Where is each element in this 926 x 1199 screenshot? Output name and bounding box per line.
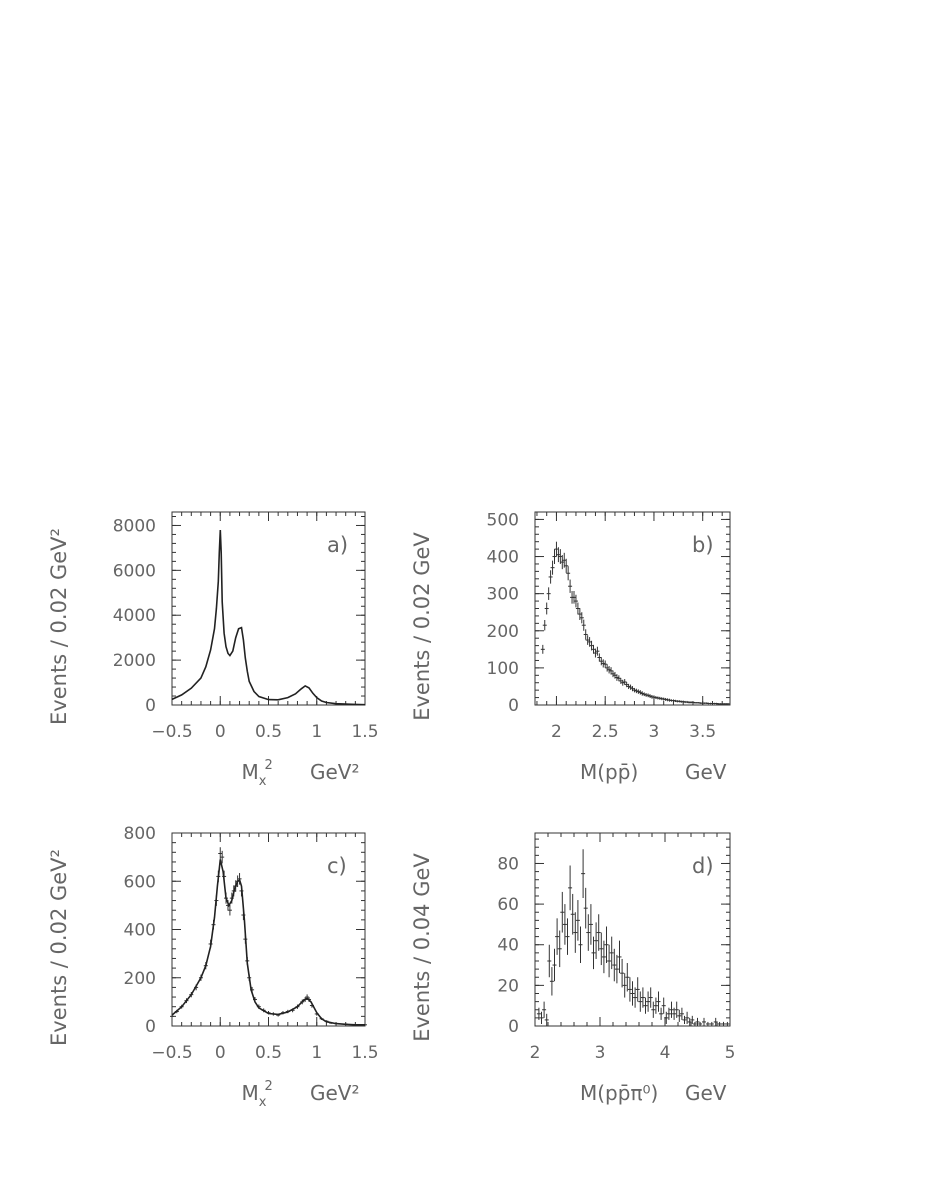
x-tick-label: 1: [311, 1043, 322, 1063]
x-tick-label: 0.5: [255, 1043, 282, 1063]
x-tick-label: −0.5: [151, 1043, 192, 1063]
plot-frame: [534, 832, 731, 1027]
panel-d: 2 3 4 5 0 20 40 60 80 Events / 0.04 GeV M(pp̄π⁰) Ge…: [410, 832, 736, 1105]
y-tick-label: 0: [508, 1017, 519, 1037]
x-axis-label: M(pp̄π⁰): [580, 1081, 658, 1105]
y-tick-label: 80: [497, 854, 519, 874]
y-tick-label: 800: [124, 824, 156, 844]
x-tick-label: 2: [551, 722, 562, 742]
y-axis-label: Events / 0.04 GeV: [410, 853, 434, 1042]
series-line: [171, 529, 366, 706]
x-axis-superscript: 2: [264, 1079, 272, 1094]
y-tick-label: 300: [487, 585, 519, 605]
x-axis-superscript: 2: [264, 758, 272, 773]
x-axis-label: Mx2: [241, 758, 272, 789]
series-line: [171, 859, 365, 1026]
y-tick-label: 0: [145, 1017, 156, 1037]
x-axis-label: M(pp̄): [580, 760, 638, 784]
y-tick-label: 200: [124, 969, 156, 989]
y-tick-label: 6000: [113, 561, 156, 581]
x-axis-subscript: x: [259, 1095, 267, 1110]
panel-a: −0.5 0 0.5 1 1.5 0 2000 4000 6000 8000 Events / 0.…: [47, 511, 379, 789]
x-axis-subscript: x: [259, 774, 267, 789]
y-tick-label: 8000: [113, 516, 156, 536]
panel-label: b): [692, 533, 714, 557]
y-axis-label: Events / 0.02 GeV²: [47, 528, 71, 725]
x-tick-label: 0: [215, 722, 226, 742]
y-tick-label: 0: [145, 696, 156, 716]
y-tick-label: 600: [124, 872, 156, 892]
panel-label: d): [692, 854, 714, 878]
x-tick-label: 2.5: [592, 722, 619, 742]
x-axis-unit: GeV²: [310, 1081, 360, 1105]
x-tick-label: 3.5: [689, 722, 716, 742]
panel-label: a): [327, 533, 348, 557]
x-tick-label: 0: [215, 1043, 226, 1063]
x-tick-label: −0.5: [151, 722, 192, 742]
x-axis-unit: GeV²: [310, 760, 360, 784]
y-tick-label: 400: [124, 921, 156, 941]
panel-label: c): [327, 854, 347, 878]
x-tick-label: 2: [530, 1043, 541, 1063]
x-axis-symbol: M: [241, 1081, 258, 1105]
x-tick-label: 1.5: [351, 722, 378, 742]
x-tick-label: 3: [649, 722, 660, 742]
y-axis-label: Events / 0.02 GeV: [410, 532, 434, 721]
panel-c: −0.5 0 0.5 1 1.5 0 200 400 600 800 Events / 0.02 G…: [47, 824, 379, 1110]
x-axis-symbol: M: [241, 760, 258, 784]
y-tick-label: 200: [487, 622, 519, 642]
x-axis-unit: GeV: [685, 1081, 727, 1105]
x-tick-label: 1: [311, 722, 322, 742]
y-tick-label: 60: [497, 895, 519, 915]
y-tick-label: 500: [487, 510, 519, 530]
x-tick-label: 1.5: [351, 1043, 378, 1063]
y-tick-label: 2000: [113, 651, 156, 671]
panel-b: 2 2.5 3 3.5 0 100 200 300 400 500 Events / 0.02 Ge…: [410, 510, 731, 784]
x-tick-label: 0.5: [255, 722, 282, 742]
x-axis-label: Mx2: [241, 1079, 272, 1110]
x-axis-unit: GeV: [685, 760, 727, 784]
x-tick-label: 4: [660, 1043, 671, 1063]
y-tick-label: 400: [487, 548, 519, 568]
y-tick-label: 40: [497, 936, 519, 956]
y-tick-label: 100: [487, 659, 519, 679]
x-tick-label: 5: [725, 1043, 736, 1063]
y-axis-label: Events / 0.02 GeV²: [47, 849, 71, 1046]
x-tick-label: 3: [595, 1043, 606, 1063]
y-tick-label: 20: [497, 976, 519, 996]
y-tick-label: 4000: [113, 606, 156, 626]
y-tick-label: 0: [508, 696, 519, 716]
